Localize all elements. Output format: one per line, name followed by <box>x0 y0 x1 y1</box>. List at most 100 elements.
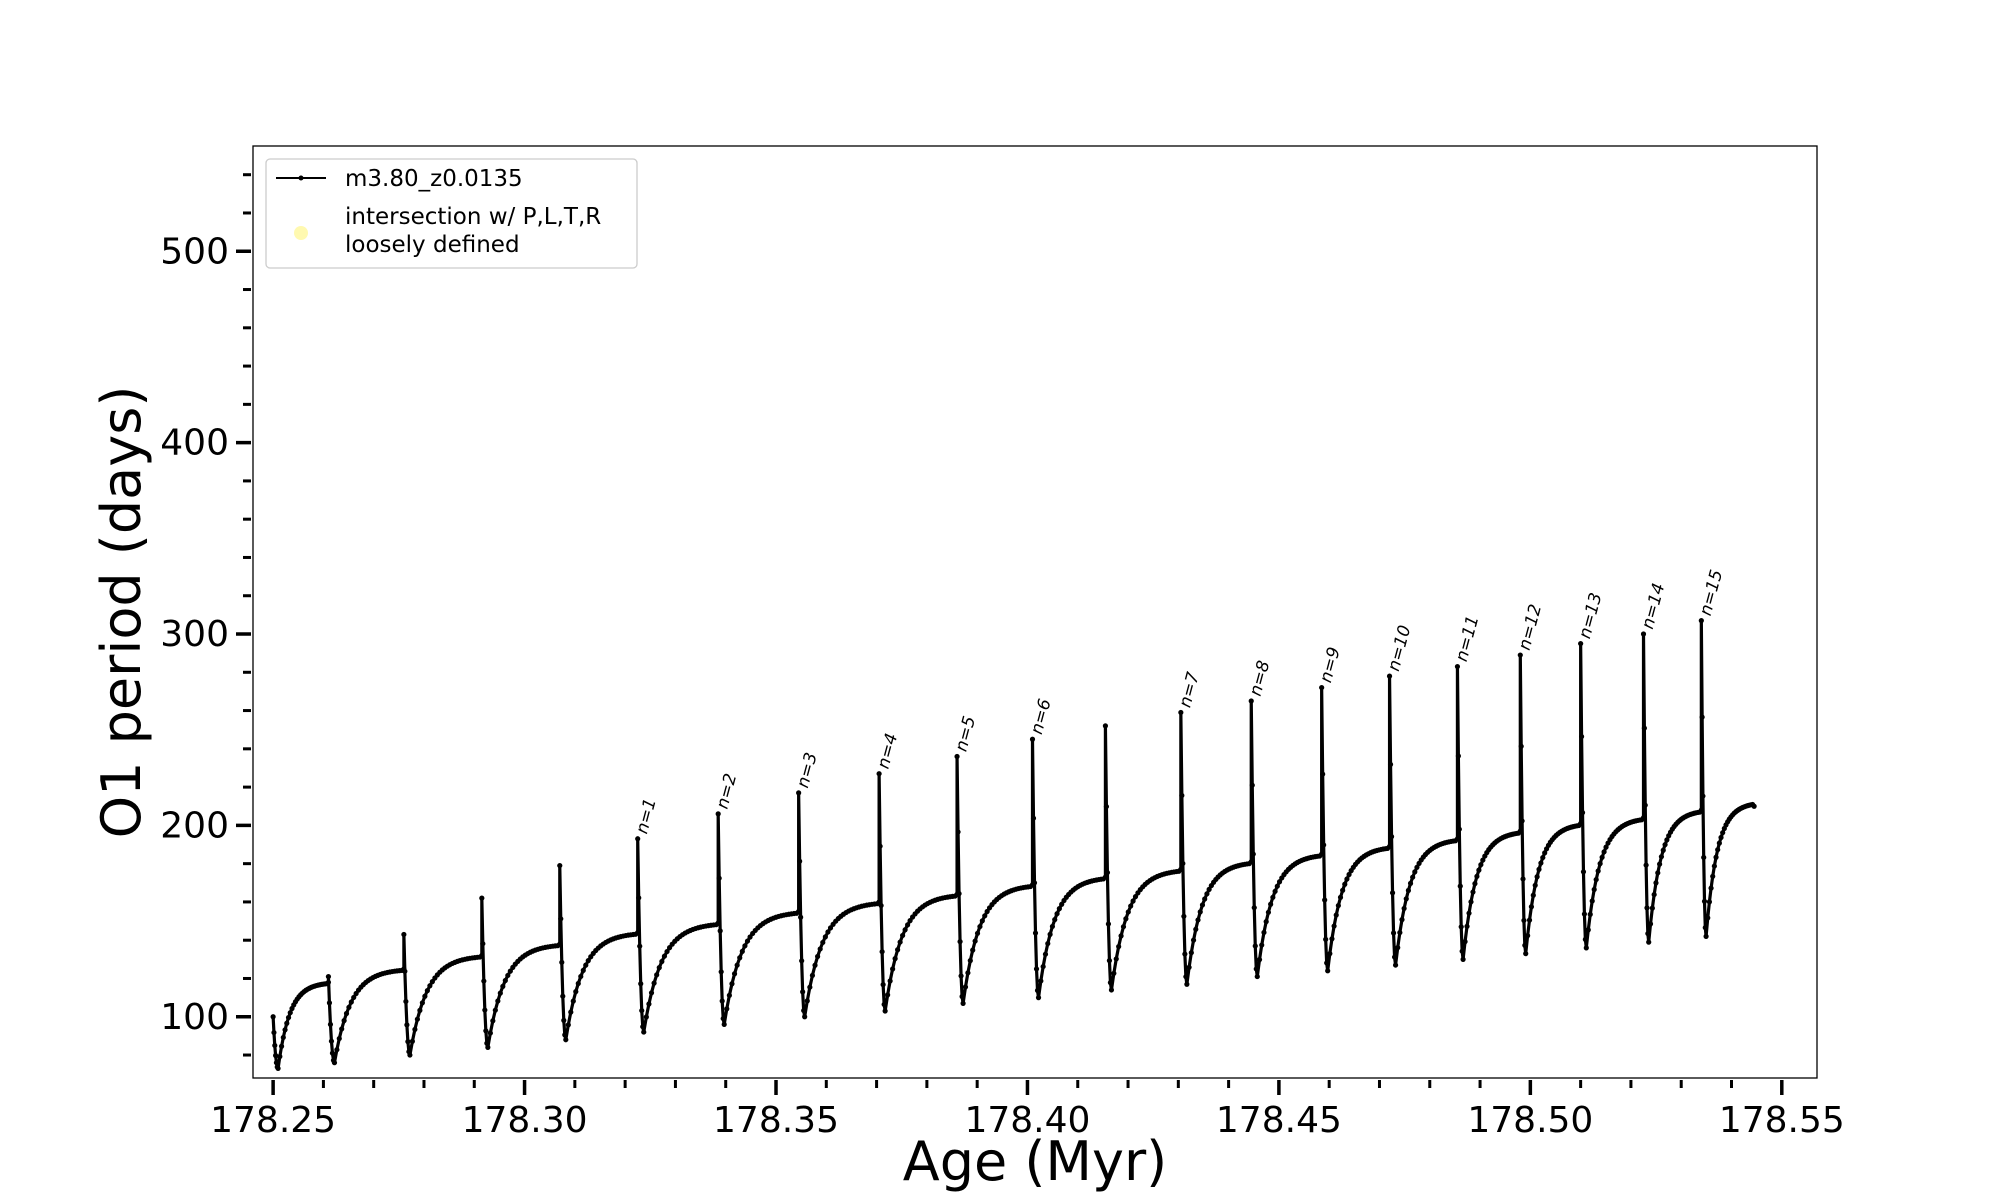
series-point <box>1033 966 1040 972</box>
series-point <box>568 1009 574 1015</box>
series-point <box>1644 905 1650 911</box>
series-point <box>1387 761 1394 768</box>
series-point <box>481 978 487 984</box>
x-tick-label: 178.50 <box>1467 1100 1593 1141</box>
series-point <box>957 939 963 945</box>
series-point <box>1647 921 1654 927</box>
series-point <box>1395 945 1401 951</box>
series-point <box>1397 929 1403 936</box>
series-point <box>1711 863 1717 869</box>
series-point <box>1391 954 1398 960</box>
series-point <box>1698 618 1704 624</box>
series-point <box>1032 930 1039 936</box>
series-point <box>1599 854 1605 860</box>
series-point <box>1202 896 1208 902</box>
series-point <box>1414 864 1420 870</box>
series-point <box>648 990 655 996</box>
series-point <box>718 969 724 975</box>
series-point <box>1468 899 1474 905</box>
series-point <box>717 928 723 934</box>
series-point <box>881 1001 887 1008</box>
series-point <box>715 811 721 817</box>
series-point <box>490 1018 496 1024</box>
series-point <box>716 875 722 881</box>
series-point <box>796 908 802 915</box>
series-point <box>1180 860 1186 867</box>
series-point <box>1333 912 1339 918</box>
series-point <box>325 979 332 985</box>
series-point <box>1662 842 1668 848</box>
series-point <box>802 1014 808 1020</box>
series-point <box>1102 874 1109 880</box>
series-point <box>887 978 893 984</box>
series-point <box>1399 917 1405 923</box>
series-point <box>1178 866 1184 873</box>
series-point <box>1705 915 1711 921</box>
series-point <box>1045 940 1051 947</box>
series-point <box>1454 836 1461 842</box>
y-tick-label: 400 <box>160 423 229 464</box>
series-point <box>895 947 901 953</box>
series-point <box>1123 916 1129 922</box>
series-point <box>272 1042 278 1049</box>
series-point <box>1270 894 1276 900</box>
series-point <box>1031 880 1038 886</box>
series-point <box>1528 904 1535 910</box>
series-point <box>954 753 960 760</box>
series-point <box>1111 970 1117 976</box>
series-point <box>1701 854 1707 861</box>
series-point <box>1585 927 1591 933</box>
series-point <box>558 916 564 922</box>
series-point <box>958 973 964 979</box>
x-tick-label: 178.40 <box>964 1100 1090 1141</box>
series-point <box>1601 849 1607 855</box>
series-point <box>907 918 913 924</box>
series-point <box>1268 901 1274 907</box>
series-point <box>327 1021 334 1028</box>
series-point <box>1321 842 1327 848</box>
series-point <box>878 902 884 909</box>
series-point <box>1249 782 1255 788</box>
series-point <box>905 922 911 928</box>
legend: m3.80_z0.0135 intersection w/ P,L,T,R lo… <box>265 158 638 269</box>
series-point <box>800 989 806 995</box>
series-point <box>1254 973 1260 980</box>
series-point <box>900 932 906 939</box>
series-point <box>636 895 642 901</box>
series-point <box>1593 876 1599 883</box>
series-point <box>882 1008 888 1014</box>
series-point <box>1645 930 1651 937</box>
series-point <box>1579 810 1586 816</box>
series-point <box>1104 869 1111 876</box>
series-point <box>1716 840 1722 846</box>
series-point <box>885 992 891 998</box>
series-point <box>877 843 883 849</box>
series-point <box>563 1037 569 1043</box>
series-point <box>734 962 740 968</box>
series-point <box>1261 929 1267 936</box>
series-point <box>890 966 896 972</box>
series-point <box>1698 807 1704 813</box>
legend-series-marker <box>298 175 304 181</box>
series-point <box>1327 951 1333 957</box>
series-point <box>729 981 735 987</box>
series-point <box>1657 861 1663 867</box>
series-point <box>797 858 803 864</box>
series-point <box>1195 917 1201 923</box>
series-point <box>1701 898 1708 904</box>
series-point <box>1702 925 1708 931</box>
series-point <box>505 972 511 979</box>
y-axis-label: O1 period (days) <box>90 386 153 839</box>
x-axis-label: Age (Myr) <box>903 1130 1168 1193</box>
series-point <box>897 939 903 945</box>
series-point <box>1259 942 1265 948</box>
series-point <box>417 1007 423 1014</box>
series-point <box>1703 933 1709 939</box>
series-point <box>715 920 721 926</box>
series-point <box>1542 850 1548 856</box>
legend-intersection-label: intersection w/ P,L,T,R loosely defined <box>345 204 609 258</box>
series-point <box>1460 956 1466 962</box>
series-point <box>1578 820 1584 827</box>
series-point <box>798 914 804 920</box>
